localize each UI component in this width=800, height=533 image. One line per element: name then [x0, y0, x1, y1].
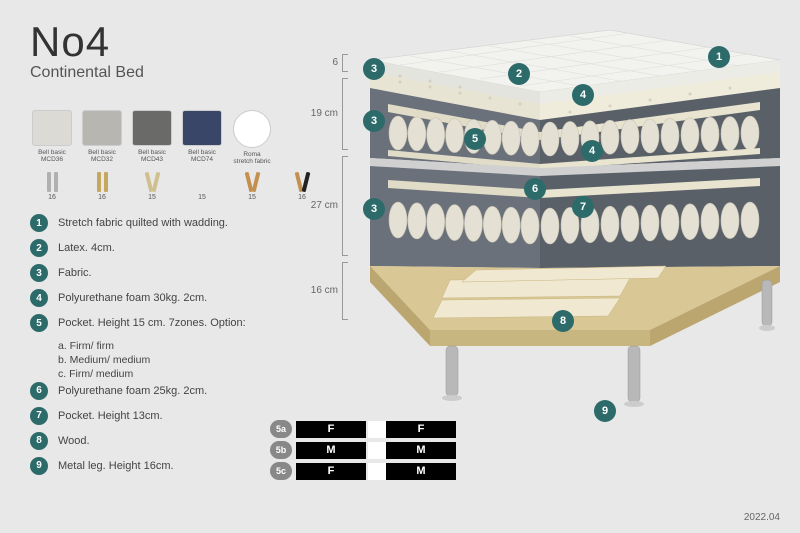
fabric-swatches: Bell basicMCD36Bell basicMCD32Bell basic… — [30, 110, 274, 165]
legend-marker: 9 — [30, 457, 48, 475]
leg-option: 16 — [80, 168, 124, 201]
product-title: No4 — [30, 18, 144, 66]
dimension-label: 6 — [298, 57, 338, 68]
firmness-row: 5cFM — [270, 462, 458, 480]
legend-marker: 5 — [30, 314, 48, 332]
legend-list: 1 Stretch fabric quilted with wadding. 2 La… — [30, 214, 310, 482]
legend-item: 4 Polyurethane foam 30kg. 2cm. — [30, 289, 310, 307]
legend-item: 7 Pocket. Height 13cm. — [30, 407, 310, 425]
callout-marker: 1 — [708, 46, 730, 68]
legend-text: Polyurethane foam 30kg. 2cm. — [58, 289, 207, 305]
legend-item: 5 Pocket. Height 15 cm. 7zones. Option: — [30, 314, 310, 332]
legend-marker: 8 — [30, 432, 48, 450]
legend-marker: 3 — [30, 264, 48, 282]
firmness-options-table: 5aFF 5bMM 5cFM — [270, 420, 458, 483]
callout-marker: 2 — [508, 63, 530, 85]
callout-marker: 3 — [363, 58, 385, 80]
legend-text: Metal leg. Height 16cm. — [58, 457, 174, 473]
legend-text: Latex. 4cm. — [58, 239, 115, 255]
fabric-swatch: Bell basicMCD74 — [180, 110, 224, 165]
dimension-label: 27 cm — [298, 200, 338, 211]
callout-marker: 4 — [572, 84, 594, 106]
callout-marker: 4 — [581, 140, 603, 162]
legend-item: 6 Polyurethane foam 25kg. 2cm. — [30, 382, 310, 400]
legend-text: Pocket. Height 13cm. — [58, 407, 163, 423]
firmness-row: 5aFF — [270, 420, 458, 438]
callout-marker: 8 — [552, 310, 574, 332]
fabric-swatch: Romastretch fabric — [230, 110, 274, 165]
fabric-swatch: Bell basicMCD43 — [130, 110, 174, 165]
legend-marker: 4 — [30, 289, 48, 307]
legend-item: 9 Metal leg. Height 16cm. — [30, 457, 310, 475]
legend-marker: 6 — [30, 382, 48, 400]
legend-item: 3 Fabric. — [30, 264, 310, 282]
fabric-swatch: Bell basicMCD36 — [30, 110, 74, 165]
bed-cutaway-diagram: 619 cm27 cm16 cm — [310, 20, 790, 460]
callout-marker: 6 — [524, 178, 546, 200]
leg-options: 161615151516 — [30, 168, 324, 201]
dimension-label: 16 cm — [298, 285, 338, 296]
document-date: 2022.04 — [744, 512, 780, 523]
callout-marker: 9 — [594, 400, 616, 422]
bed-svg — [350, 20, 790, 460]
product-subtitle: Continental Bed — [30, 64, 144, 82]
leg-option: 16 — [30, 168, 74, 201]
legend-item: 8 Wood. — [30, 432, 310, 450]
legend-marker: 1 — [30, 214, 48, 232]
legend-subitem: b. Medium/ medium — [58, 353, 310, 367]
legend-text: Polyurethane foam 25kg. 2cm. — [58, 382, 207, 398]
legend-item: 2 Latex. 4cm. — [30, 239, 310, 257]
callout-marker: 3 — [363, 198, 385, 220]
legend-subitem: c. Firm/ medium — [58, 367, 310, 381]
leg-option: 15 — [130, 168, 174, 201]
legend-marker: 2 — [30, 239, 48, 257]
legend-text: Pocket. Height 15 cm. 7zones. Option: — [58, 314, 246, 330]
dimension-label: 19 cm — [298, 108, 338, 119]
callout-marker: 5 — [464, 128, 486, 150]
leg-option: 15 — [230, 168, 274, 201]
legend-text: Wood. — [58, 432, 90, 448]
callout-marker: 7 — [572, 196, 594, 218]
legend-item: 1 Stretch fabric quilted with wadding. — [30, 214, 310, 232]
legend-marker: 7 — [30, 407, 48, 425]
firmness-row: 5bMM — [270, 441, 458, 459]
legend-subitem: a. Firm/ firm — [58, 339, 310, 353]
legend-text: Stretch fabric quilted with wadding. — [58, 214, 228, 230]
legend-text: Fabric. — [58, 264, 92, 280]
leg-option: 15 — [180, 168, 224, 201]
fabric-swatch: Bell basicMCD32 — [80, 110, 124, 165]
callout-marker: 3 — [363, 110, 385, 132]
